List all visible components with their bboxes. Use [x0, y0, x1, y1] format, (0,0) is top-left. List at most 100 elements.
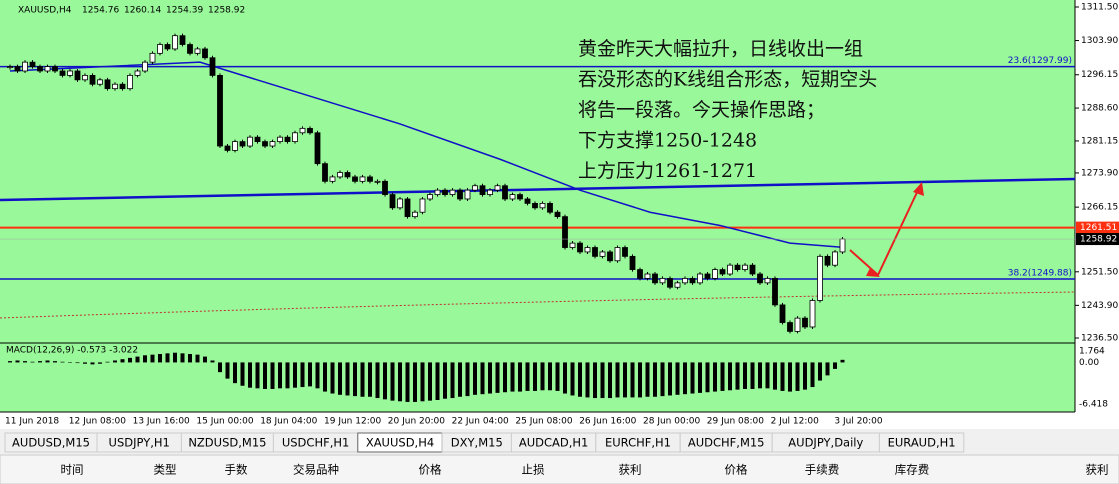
current-box	[1076, 233, 1119, 246]
macd-bar	[735, 362, 740, 390]
candle	[554, 211, 561, 218]
tab-label[interactable]: AUDCAD,H1	[519, 436, 589, 450]
time-label: 19 Jun 12:00	[324, 417, 381, 427]
macd-bar	[510, 362, 515, 392]
macd-bar	[840, 359, 845, 363]
candle	[247, 136, 253, 147]
column-header[interactable]: 类型	[154, 463, 177, 477]
candle	[547, 202, 553, 213]
tab-label[interactable]: AUDJPY,Daily	[788, 436, 863, 450]
candle	[704, 273, 711, 279]
macd-bar	[593, 362, 597, 399]
tab-label[interactable]: USDJPY,H1	[109, 436, 170, 450]
macd-bar	[758, 362, 762, 389]
candle	[179, 35, 186, 45]
tab-label[interactable]: AUDCHF,M15	[688, 436, 765, 450]
macd-bar	[105, 361, 110, 363]
macd-bar	[585, 362, 590, 398]
candle	[697, 273, 703, 284]
macd-bar	[698, 362, 702, 393]
macd-bar	[330, 362, 335, 394]
macd-bar	[300, 362, 305, 388]
candle	[802, 317, 808, 328]
candle	[389, 194, 396, 209]
price-label: 1266.15	[1081, 203, 1118, 213]
column-header[interactable]: 时间	[61, 463, 84, 477]
candle	[622, 247, 628, 257]
tab-label[interactable]: EURCHF,H1	[605, 436, 671, 450]
candle	[277, 136, 283, 143]
candle	[29, 61, 36, 67]
candle	[817, 255, 823, 301]
candle	[187, 44, 193, 54]
macd-bar	[143, 355, 147, 363]
column-header[interactable]: 止损	[522, 463, 545, 477]
macd-bar	[45, 360, 50, 363]
time-label: 28 Jun 00:00	[643, 417, 700, 427]
column-header[interactable]: 库存费	[895, 463, 930, 477]
note-line: 上方压力1261-1271	[578, 160, 757, 182]
column-header[interactable]: 价格	[419, 463, 442, 477]
macd-bar	[240, 362, 245, 386]
tab-label[interactable]: USDCHF,H1	[282, 436, 349, 450]
column-header[interactable]: 价格	[725, 463, 748, 477]
ohlc-value: 1254.39	[166, 6, 203, 16]
candle	[157, 44, 163, 54]
macd-bar	[548, 362, 552, 391]
current-label: 1258.92	[1080, 235, 1117, 245]
moving-average	[9, 61, 846, 249]
candle	[682, 278, 688, 284]
price-label: 1281.15	[1081, 136, 1118, 146]
forecast-arrow	[849, 185, 921, 277]
candle	[487, 189, 493, 195]
column-header[interactable]: 交易品种	[293, 463, 339, 477]
candle	[52, 66, 58, 72]
column-header[interactable]: 获利	[1086, 463, 1109, 477]
candle	[599, 251, 606, 257]
macd-bar	[98, 362, 102, 364]
macd-bar	[833, 362, 837, 369]
price-label: 1273.90	[1081, 168, 1118, 178]
price-label: 1236.50	[1081, 334, 1118, 344]
candle	[419, 198, 426, 213]
tab-label[interactable]: AUDUSD,M15	[12, 436, 90, 450]
time-label: 22 Jun 04:00	[452, 417, 509, 427]
column-header[interactable]: 手续费	[805, 463, 840, 477]
macd-bar	[248, 362, 252, 388]
candle	[832, 251, 838, 266]
macd-bar	[83, 362, 87, 364]
candle	[659, 278, 666, 284]
candle	[22, 61, 28, 72]
time-label: 18 Jun 04:00	[260, 417, 317, 427]
tab-label[interactable]: XAUUSD,H4	[366, 436, 434, 450]
column-header[interactable]: 获利	[619, 463, 642, 477]
macd-bar	[263, 362, 267, 389]
column-header[interactable]: 手数	[225, 463, 248, 477]
macd-bar	[68, 362, 72, 363]
macd-bar	[653, 362, 657, 397]
tab-label[interactable]: DXY,M15	[451, 436, 503, 450]
tab-label[interactable]: NZDUSD,M15	[188, 436, 266, 450]
candle	[637, 269, 643, 279]
tab[interactable]	[878, 432, 965, 453]
candle	[374, 180, 381, 183]
candle	[712, 269, 718, 279]
macd-bar	[368, 362, 372, 397]
candle	[149, 52, 156, 63]
macd-bar	[795, 362, 800, 391]
tab-label[interactable]: EURAUD,H1	[888, 436, 956, 450]
candle	[727, 264, 733, 275]
time-label: 25 Jun 08:00	[515, 417, 572, 427]
macd-bar	[308, 362, 312, 387]
note-line: 将告一段落。今天操作思路；	[578, 99, 825, 121]
macd-bar	[30, 361, 35, 363]
macd-bar	[120, 359, 125, 363]
macd-bar	[608, 362, 612, 399]
macd-bar	[825, 362, 830, 376]
candle	[412, 211, 418, 218]
candle	[749, 264, 756, 275]
macd-bar	[128, 357, 132, 363]
time-axis	[0, 412, 1119, 429]
macd-bar	[338, 362, 342, 395]
